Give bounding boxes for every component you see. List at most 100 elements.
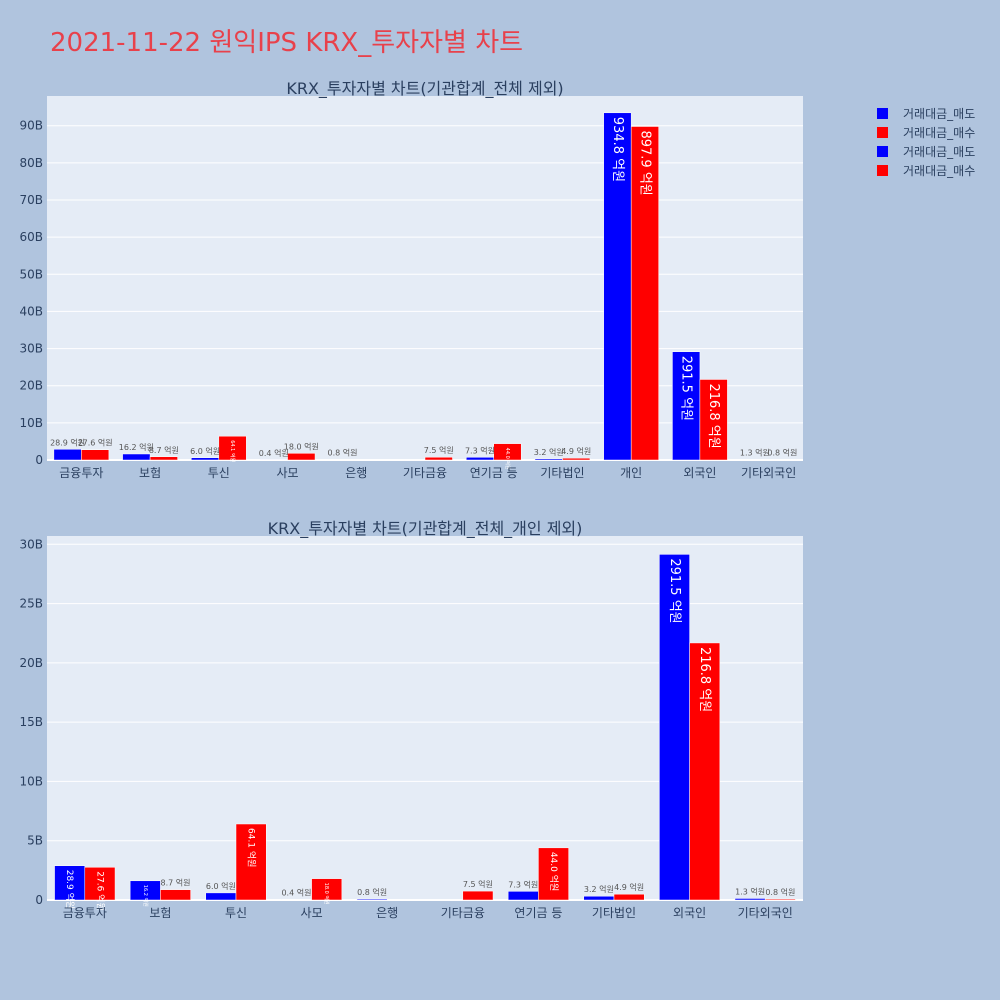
y-tick-label: 30B	[19, 537, 43, 551]
data-label: 7.3 억원	[465, 445, 495, 455]
data-labels-bottom: 28.9 억원 27.6 억원 16.2 억원 8.7 억원 6.0 억원 64.1 억원…	[64, 558, 795, 910]
y-tick-label: 70B	[19, 193, 43, 207]
y-tick-label: 40B	[19, 304, 43, 318]
x-tick-label: 은행	[376, 905, 398, 920]
bar-sell	[583, 895, 615, 901]
legend-swatch	[877, 108, 888, 119]
data-label: 44.0 억원	[548, 852, 560, 891]
bar-buy	[613, 893, 645, 901]
y-tick-label: 15B	[19, 715, 43, 729]
bar-sell	[356, 898, 388, 901]
data-label: 0.8 억원	[328, 448, 358, 458]
data-label: 27.6 억원	[94, 871, 106, 910]
data-label: 291.5 억원	[679, 356, 694, 421]
bar-buy	[84, 867, 116, 901]
x-tick-label: 사모	[301, 906, 323, 920]
x-tick-label: 기타법인	[540, 466, 584, 480]
data-label: 7.5 억원	[424, 445, 454, 455]
bar-buy	[462, 890, 494, 901]
bar-buy	[493, 443, 522, 461]
chart-bottom: 28.9 억원 27.6 억원 16.2 억원 8.7 억원 6.0 억원 64.1 억원…	[19, 519, 803, 920]
x-tick-label: 보험	[139, 466, 161, 480]
bar-buy	[311, 878, 343, 901]
data-label: 4.9 억원	[614, 882, 644, 892]
bar-sell	[465, 457, 494, 461]
x-tick-label: 은행	[345, 465, 367, 480]
y-tick-label: 90B	[19, 119, 43, 133]
ticks-bottom: 0 5B 10B 15B 20B 25B 30B 금융투자 보험 투신 사모 은행 기타금융 연기금 등 기…	[19, 537, 792, 920]
data-label: 1.3 억원	[740, 448, 770, 458]
y-tick-label: 20B	[19, 379, 43, 393]
y-tick-label: 30B	[19, 342, 43, 356]
data-label: 0.4 억원	[281, 888, 311, 898]
bar-sell	[507, 891, 539, 901]
y-tick-label: 60B	[19, 230, 43, 244]
data-label: 1.3 억원	[735, 886, 765, 896]
y-tick-label: 5B	[27, 834, 43, 848]
bar-sell	[603, 112, 632, 461]
data-label: 0.8 억원	[765, 887, 795, 897]
chart-title-bottom: KRX_투자자별 차트(기관합계_전체_개인 제외)	[268, 519, 583, 539]
x-tick-label: 기타금융	[403, 466, 447, 480]
x-tick-label: 투신	[225, 906, 247, 920]
data-label: 3.2 억원	[534, 447, 564, 457]
bar-buy	[287, 453, 316, 461]
data-label: 18.0 억원	[323, 883, 330, 905]
data-label: 16.2 억원	[119, 442, 154, 452]
data-label: 7.3 억원	[508, 879, 538, 889]
legend-label: 거래대금_매도	[903, 145, 975, 159]
bar-buy	[218, 435, 247, 461]
page-title: 2021-11-22 원익IPS KRX_투자자별 차트	[50, 28, 524, 58]
data-label: 64.1 억원	[246, 828, 258, 867]
bars-top	[53, 112, 797, 461]
data-label: 216.8 억원	[697, 647, 712, 712]
x-tick-label: 외국인	[673, 906, 706, 920]
bar-buy	[424, 456, 453, 461]
data-label: 44.0 억원	[504, 448, 511, 470]
data-label: 4.9 억원	[561, 446, 591, 456]
data-label: 897.9 억원	[637, 130, 652, 195]
bar-sell	[54, 865, 86, 901]
bars-bottom	[54, 554, 796, 901]
x-tick-label: 사모	[276, 466, 298, 480]
y-tick-label: 20B	[19, 656, 43, 670]
data-label: 3.2 억원	[584, 884, 614, 894]
data-label: 0.8 억원	[357, 887, 387, 897]
bar-buy	[235, 823, 267, 901]
bar-buy	[160, 889, 191, 901]
bar-sell	[672, 351, 701, 461]
y-tick-label: 0	[35, 453, 43, 467]
bar-sell	[534, 458, 563, 461]
y-tick-label: 50B	[19, 267, 43, 281]
bar-buy	[764, 898, 796, 901]
data-label: 18.0 억원	[284, 441, 319, 451]
data-label: 934.8 억원	[610, 117, 625, 182]
x-tick-label: 투신	[208, 466, 230, 480]
legend-label: 거래대금_매수	[903, 126, 975, 140]
chart-title-top: KRX_투자자별 차트(기관합계_전체 제외)	[286, 79, 563, 99]
y-tick-label: 25B	[19, 597, 43, 611]
x-tick-label: 외국인	[683, 466, 716, 480]
data-label: 7.5 억원	[463, 879, 493, 889]
data-label: 6.0 억원	[206, 881, 236, 891]
x-tick-label: 기타금융	[441, 906, 485, 920]
bar-buy	[149, 456, 178, 461]
data-label: 64.1 억원	[229, 440, 236, 462]
bar-buy	[81, 449, 110, 461]
legend-swatch	[877, 165, 888, 176]
bar-buy	[689, 642, 721, 901]
x-tick-label: 금융투자	[59, 466, 103, 480]
bar-buy	[562, 457, 591, 461]
data-label: 0.4 억원	[259, 448, 289, 458]
data-label: 0.8 억원	[767, 448, 797, 458]
data-label: 8.7 억원	[161, 878, 191, 888]
x-tick-label: 기타외국인	[741, 466, 796, 480]
data-label: 6.0 억원	[190, 446, 220, 456]
x-tick-label: 개인	[620, 466, 642, 480]
x-tick-label: 금융투자	[63, 906, 107, 920]
bar-sell	[122, 453, 151, 461]
legend-label: 거래대금_매수	[903, 164, 975, 178]
